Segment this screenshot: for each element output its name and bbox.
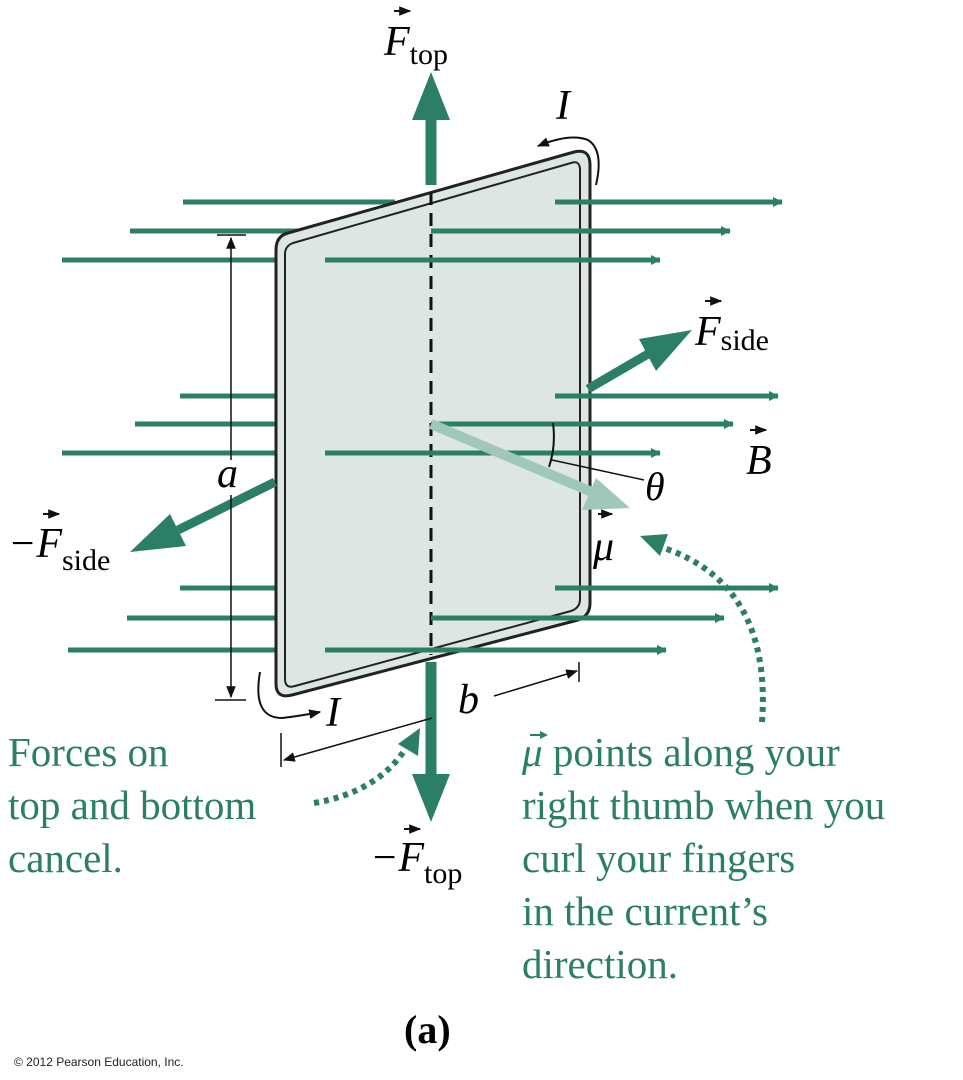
- theta-label: θ: [645, 464, 665, 509]
- svg-text:B: B: [746, 438, 772, 484]
- f-side-arrowhead: [639, 330, 692, 371]
- mu-rule-text: points along your right thumb when you c…: [522, 729, 886, 987]
- side-a-label: a: [217, 451, 238, 497]
- neg-f-side-arrow: [176, 477, 277, 535]
- f-side-arrow: [585, 350, 651, 393]
- svg-text:Fside: Fside: [694, 309, 769, 357]
- mu-rule-dotted-arrow: [663, 545, 766, 723]
- b-field-lines-front: [325, 197, 783, 655]
- mu-label: μ: [592, 509, 614, 570]
- current-label-bottom: I: [325, 690, 342, 736]
- current-label-top: I: [555, 83, 572, 129]
- theta-leader: [551, 459, 645, 481]
- mu-rule-dotted-arrowhead: [640, 534, 668, 556]
- mu-arrowhead: [582, 478, 630, 510]
- neg-f-side-label: −Fside: [8, 509, 110, 577]
- f-top-arrowhead: [412, 72, 450, 120]
- mu-arrow: [429, 419, 594, 497]
- svg-text:−Fside: −Fside: [8, 521, 110, 577]
- svg-text:Ftop: Ftop: [383, 19, 448, 71]
- neg-f-side-arrowhead: [130, 514, 186, 552]
- theta-arc: [548, 422, 555, 468]
- neg-f-top-arrowhead: [412, 774, 450, 822]
- side-b-label: b: [458, 677, 479, 723]
- b-field-label: B: [746, 425, 772, 484]
- copyright: © 2012 Pearson Education, Inc.: [14, 1055, 184, 1069]
- current-top-arrow: [536, 136, 600, 186]
- current-bottom-arrow: [257, 671, 322, 720]
- dimension-b: [280, 662, 580, 767]
- forces-cancel-caption: Forces on top and bottom cancel.: [8, 729, 257, 881]
- svg-text:μ: μ: [592, 524, 614, 570]
- mu-rule-vector-bar-head: [540, 731, 548, 739]
- svg-text:−Ftop: −Ftop: [370, 835, 462, 890]
- dimension-a: [215, 234, 246, 701]
- cancel-dotted-arrowhead: [398, 728, 420, 756]
- f-top-label: Ftop: [383, 6, 448, 71]
- f-side-label: Fside: [694, 296, 769, 357]
- mu-rule-symbol: μ: [522, 729, 543, 775]
- mu-rule-caption: μ points along your right thumb when you…: [522, 726, 885, 991]
- part-label: (a): [404, 1007, 451, 1052]
- neg-f-top-label: −Ftop: [370, 824, 462, 890]
- b-field-lines-back: [62, 199, 395, 653]
- cancel-dotted-arrow: [313, 746, 409, 806]
